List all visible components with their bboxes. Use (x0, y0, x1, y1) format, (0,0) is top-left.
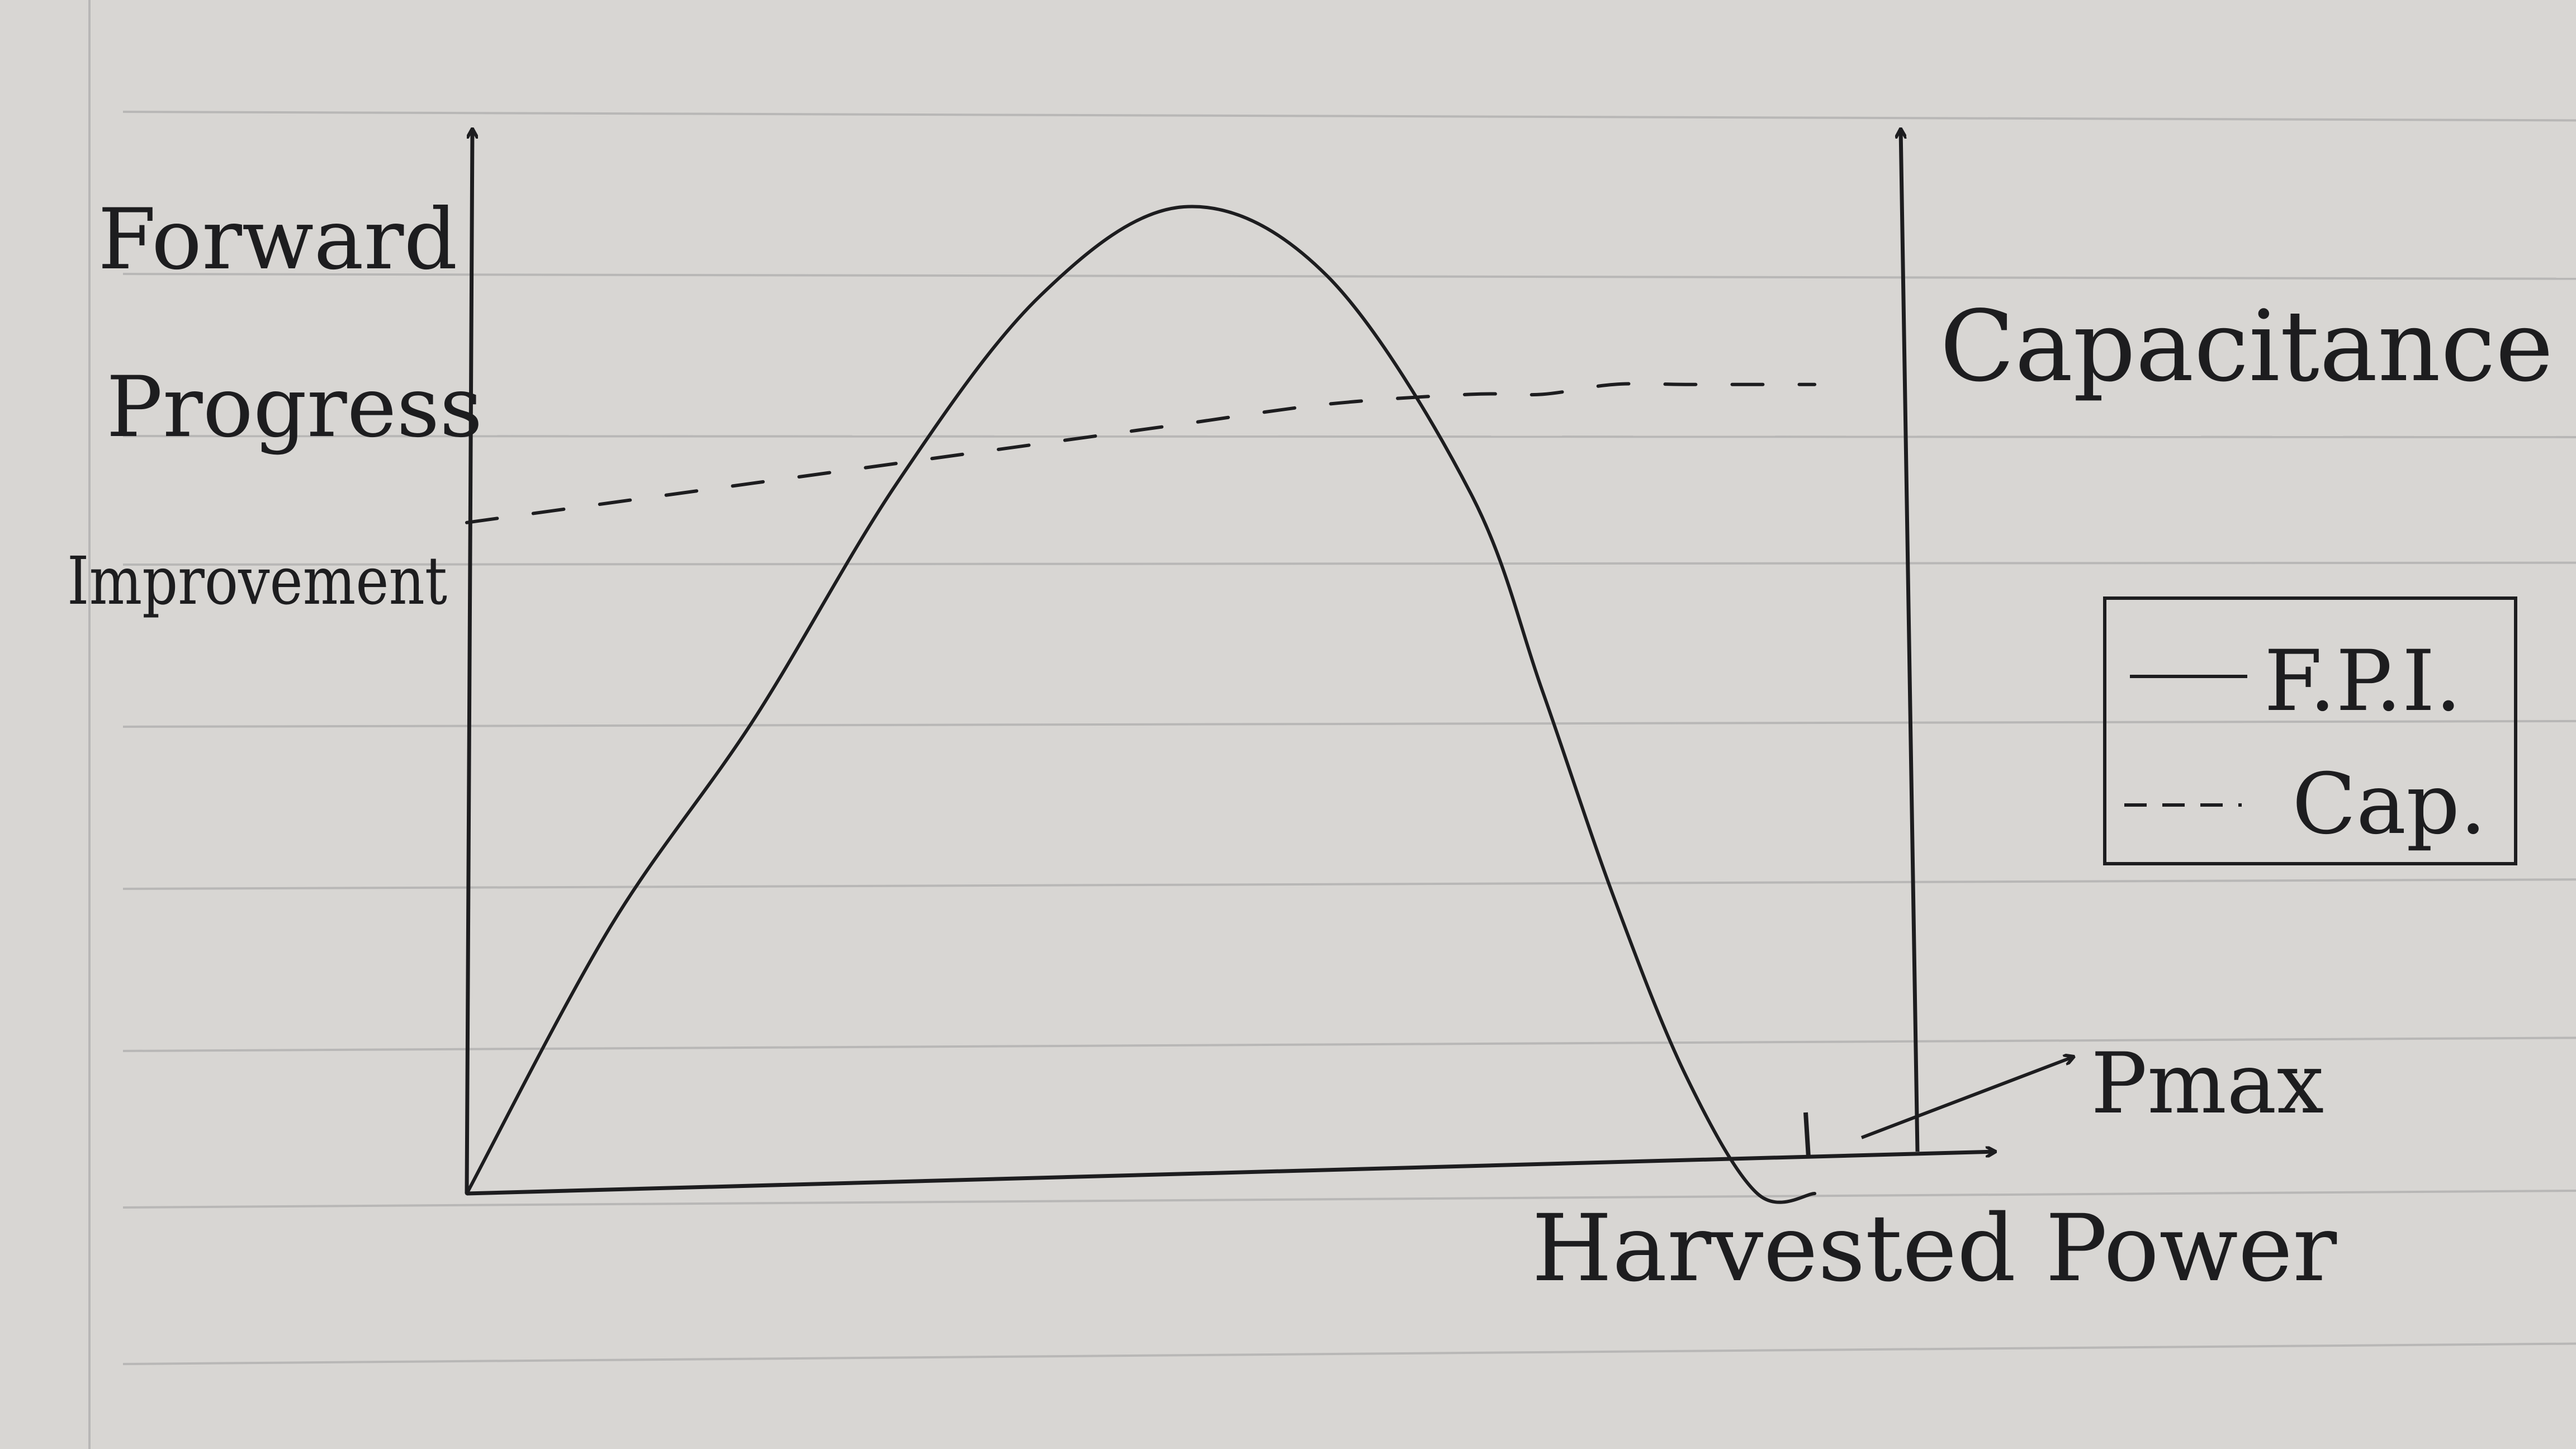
legend-label-cap: Cap. (2292, 756, 2487, 853)
pmax-tick (1803, 1112, 1811, 1158)
x-axis (466, 1152, 1996, 1196)
y-axis-left (465, 129, 472, 1194)
paper-rule (122, 1036, 2576, 1052)
paper-rule (122, 111, 2576, 122)
x-tick-label-pmax: Pmax (2091, 1035, 2324, 1133)
plot-area (465, 129, 2074, 1204)
y-axis-right (1901, 129, 1920, 1152)
paper-rule (122, 1190, 2576, 1209)
paper-rule (122, 561, 2576, 566)
legend-box (2103, 596, 2517, 865)
paper-rule (122, 435, 2576, 438)
paper-rule (122, 1342, 2576, 1365)
legend: F.P.I. Cap. (2103, 596, 2517, 865)
legend-label-fpi: F.P.I. (2264, 633, 2462, 730)
paper-rule (122, 273, 2576, 280)
series-line-fpi (465, 205, 1817, 1204)
y-right-label: Capacitance (1940, 290, 2554, 404)
x-axis-label: Harvested Power (1532, 1195, 2337, 1302)
paper-rule (122, 719, 2576, 728)
y-left-label-line-1: Forward (98, 191, 457, 288)
y-left-label-line-2: Progress (106, 359, 482, 456)
y-left-label-line-3: Improvement (67, 542, 447, 619)
paper-rule (122, 878, 2576, 890)
series-line-cap (465, 382, 1817, 524)
pmax-pointer-arrow (1860, 1057, 2074, 1139)
notebook-rules (88, 0, 2576, 1449)
